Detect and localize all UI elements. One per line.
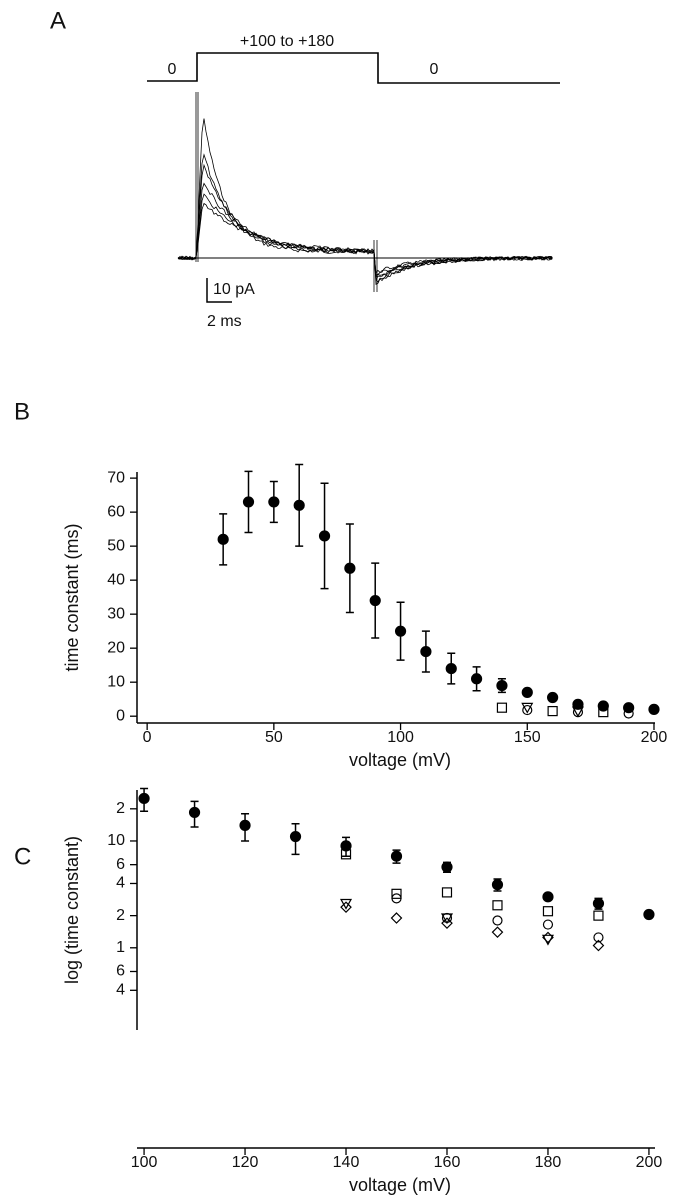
data-point [521, 702, 534, 714]
data-point [445, 662, 457, 675]
data-point [340, 901, 352, 914]
y-tick-label: 6 [116, 856, 125, 873]
data-point [188, 806, 201, 819]
data-point [496, 702, 508, 713]
data-point [441, 917, 453, 930]
scale-label: 2 ms [207, 313, 242, 330]
data-point [293, 499, 305, 511]
protocol-label: +100 to +180 [240, 33, 334, 50]
data-point [138, 792, 150, 805]
protocol-label: 0 [168, 61, 177, 78]
data-point [391, 888, 402, 899]
y-tick-label: 40 [107, 571, 125, 588]
data-point [598, 707, 609, 718]
current-trace [177, 193, 553, 283]
y-tick-label: 2 [116, 907, 125, 924]
y-tick-label: 6 [116, 963, 125, 980]
data-point [597, 700, 609, 712]
data-point [521, 686, 533, 698]
current-traces [177, 92, 553, 292]
x-axis-title: voltage (mV) [349, 750, 451, 770]
data-point [339, 898, 353, 910]
x-tick-label: 50 [265, 729, 283, 746]
data-point [643, 908, 655, 921]
y-tick-label: 70 [107, 469, 125, 486]
y-tick-label: 30 [107, 605, 125, 622]
data-point [318, 530, 331, 542]
data-point [340, 849, 352, 860]
data-point [571, 706, 584, 718]
y-tick-label: 1 [116, 939, 125, 956]
data-point [217, 533, 229, 545]
panel-label: C [14, 843, 31, 870]
data-point [542, 906, 554, 917]
data-point [592, 939, 605, 952]
x-tick-label: 0 [143, 729, 152, 746]
data-point [593, 910, 604, 921]
y-tick-label: 0 [116, 707, 125, 724]
y-tick-label: 4 [116, 875, 125, 892]
data-point [542, 919, 554, 930]
data-point [390, 850, 403, 862]
data-point [522, 704, 533, 716]
panel-label: A [50, 7, 66, 34]
data-point [492, 915, 503, 926]
voltage-protocol [147, 52, 560, 84]
x-tick-label: 100 [387, 729, 414, 746]
data-point [239, 819, 251, 831]
data-point [492, 900, 503, 911]
scale-bar [206, 278, 232, 303]
data-point [441, 887, 453, 898]
data-point [491, 879, 504, 891]
data-point [340, 840, 352, 852]
data-point [496, 679, 508, 692]
data-point [547, 705, 558, 717]
y-tick-label: 4 [116, 982, 125, 999]
data-point [440, 913, 454, 925]
y-axis-title: log (time constant) [62, 836, 82, 984]
data-point [394, 625, 407, 637]
data-point [390, 912, 403, 924]
data-point [268, 496, 280, 508]
data-point [592, 897, 605, 910]
panel-label: B [14, 398, 30, 425]
y-tick-label: 20 [107, 639, 125, 656]
data-point [391, 893, 402, 904]
data-point [547, 691, 559, 704]
y-tick-label: 2 [116, 800, 125, 817]
data-point [420, 645, 432, 658]
data-point [648, 703, 660, 715]
data-point [369, 594, 381, 607]
current-trace [177, 202, 553, 285]
x-tick-label: 100 [131, 1154, 158, 1171]
x-tick-label: 200 [641, 729, 668, 746]
scale-label: 10 pA [213, 281, 255, 298]
x-axis-title: voltage (mV) [349, 1175, 451, 1195]
x-tick-label: 120 [232, 1154, 259, 1171]
y-axis-title: time constant (ms) [62, 523, 82, 671]
y-tick-label: 10 [107, 673, 125, 690]
current-trace [177, 182, 553, 282]
x-tick-label: 150 [514, 729, 541, 746]
data-point [623, 708, 634, 719]
x-tick-label: 160 [434, 1154, 461, 1171]
x-tick-label: 140 [333, 1154, 360, 1171]
protocol-label: 0 [430, 61, 439, 78]
data-point [344, 562, 356, 574]
x-tick-label: 180 [535, 1154, 562, 1171]
y-tick-label: 50 [107, 537, 125, 554]
data-point [242, 496, 255, 508]
data-point [470, 673, 483, 685]
data-point [542, 931, 554, 944]
data-point [593, 932, 604, 943]
data-point [441, 861, 453, 873]
data-point [491, 926, 504, 939]
x-tick-label: 200 [636, 1154, 663, 1171]
data-point [289, 830, 302, 843]
y-tick-label: 60 [107, 503, 125, 520]
y-tick-label: 10 [107, 832, 125, 849]
data-point [542, 891, 554, 903]
